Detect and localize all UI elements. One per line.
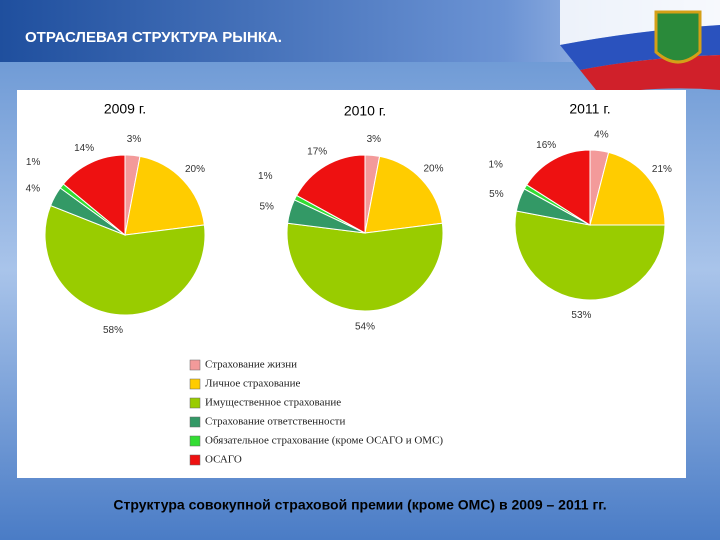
value-label: 17% bbox=[307, 147, 327, 158]
value-label: 58% bbox=[103, 325, 123, 336]
value-label: 4% bbox=[594, 129, 609, 140]
value-label: 4% bbox=[26, 183, 41, 194]
pie-slice bbox=[364, 155, 443, 234]
legend-label: Обязательное страхование (кроме ОСАГО и … bbox=[205, 435, 443, 447]
legend-swatch bbox=[189, 454, 201, 466]
emblem bbox=[654, 10, 702, 64]
chart-title: 2010 г. bbox=[344, 103, 386, 119]
value-label: 53% bbox=[571, 310, 591, 321]
legend-swatch bbox=[189, 397, 201, 409]
pie-slice bbox=[525, 149, 591, 226]
value-label: 20% bbox=[185, 164, 205, 175]
legend-label: ОСАГО bbox=[205, 454, 242, 466]
pie-slice bbox=[589, 151, 666, 226]
value-label: 1% bbox=[26, 157, 41, 168]
legend-label: Личное страхование bbox=[205, 378, 301, 390]
chart-title: 2011 г. bbox=[569, 101, 610, 117]
value-label: 54% bbox=[355, 322, 375, 333]
value-label: 3% bbox=[127, 134, 142, 145]
pie-slice bbox=[62, 154, 126, 237]
slide-title: ОТРАСЛЕВАЯ СТРУКТУРА РЫНКА. bbox=[25, 29, 282, 46]
value-label: 14% bbox=[74, 143, 94, 154]
pie-slice bbox=[44, 204, 206, 316]
legend-label: Страхование ответственности bbox=[205, 416, 345, 428]
pie-slice bbox=[295, 154, 366, 234]
value-label: 5% bbox=[489, 189, 504, 200]
value-label: 21% bbox=[652, 164, 672, 175]
value-label: 20% bbox=[424, 163, 444, 174]
caption: Структура совокупной страховой премии (к… bbox=[113, 497, 606, 513]
flag-red bbox=[580, 55, 720, 95]
legend-swatch bbox=[189, 416, 201, 428]
pie-slice bbox=[286, 222, 444, 312]
chart-title: 2009 г. bbox=[104, 101, 146, 117]
pie-slice bbox=[514, 210, 666, 301]
legend-label: Страхование жизни bbox=[205, 359, 297, 371]
legend-label: Имущественное страхование bbox=[205, 397, 341, 409]
legend-swatch bbox=[189, 435, 201, 447]
value-label: 3% bbox=[367, 134, 382, 145]
value-label: 1% bbox=[258, 171, 273, 182]
value-label: 16% bbox=[536, 140, 556, 151]
value-label: 1% bbox=[488, 159, 503, 170]
pie-slice bbox=[124, 155, 205, 236]
legend-swatch bbox=[189, 378, 201, 390]
value-label: 5% bbox=[260, 201, 275, 212]
legend-swatch bbox=[189, 359, 201, 371]
